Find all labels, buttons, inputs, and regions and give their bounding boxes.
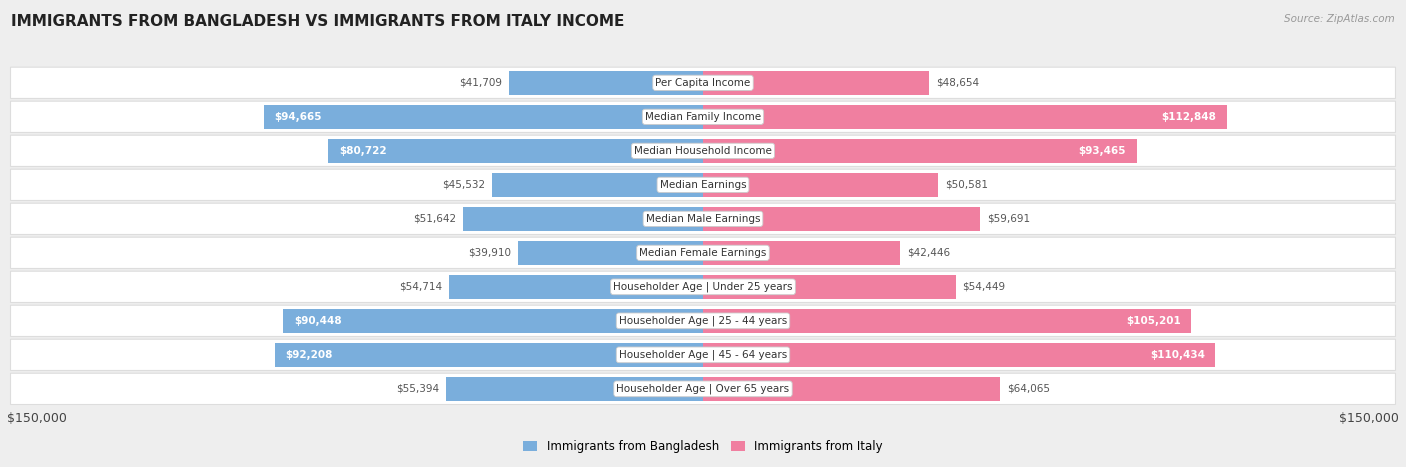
Bar [509,71,703,95]
Bar [703,105,1226,129]
Text: $150,000: $150,000 [1339,412,1399,425]
Text: $42,446: $42,446 [907,248,950,258]
Text: $80,722: $80,722 [339,146,387,156]
Text: Median Earnings: Median Earnings [659,180,747,190]
Bar [329,139,703,163]
Text: $105,201: $105,201 [1126,316,1181,326]
Bar [449,275,703,299]
Text: $41,709: $41,709 [460,78,502,88]
Text: Median Household Income: Median Household Income [634,146,772,156]
Text: $51,642: $51,642 [413,214,457,224]
Text: Householder Age | 25 - 44 years: Householder Age | 25 - 44 years [619,316,787,326]
Bar [703,376,1000,401]
FancyBboxPatch shape [10,271,1396,303]
Bar [703,206,980,231]
Text: $48,654: $48,654 [936,78,979,88]
Text: Householder Age | 45 - 64 years: Householder Age | 45 - 64 years [619,350,787,360]
Text: Householder Age | Over 65 years: Householder Age | Over 65 years [616,383,790,394]
Text: $54,714: $54,714 [399,282,441,292]
Bar [703,139,1136,163]
Text: $93,465: $93,465 [1078,146,1126,156]
Text: $45,532: $45,532 [441,180,485,190]
Bar [703,173,938,197]
FancyBboxPatch shape [10,135,1396,166]
Text: $59,691: $59,691 [987,214,1031,224]
Legend: Immigrants from Bangladesh, Immigrants from Italy: Immigrants from Bangladesh, Immigrants f… [519,435,887,458]
FancyBboxPatch shape [10,237,1396,269]
Text: $50,581: $50,581 [945,180,987,190]
Text: $54,449: $54,449 [963,282,1005,292]
Text: Householder Age | Under 25 years: Householder Age | Under 25 years [613,282,793,292]
Text: $64,065: $64,065 [1007,384,1050,394]
Text: $150,000: $150,000 [7,412,67,425]
Text: $55,394: $55,394 [396,384,439,394]
Bar [703,343,1215,367]
Bar [703,275,956,299]
Bar [264,105,703,129]
Bar [464,206,703,231]
Text: Source: ZipAtlas.com: Source: ZipAtlas.com [1284,14,1395,24]
Text: Median Family Income: Median Family Income [645,112,761,122]
Text: $39,910: $39,910 [468,248,510,258]
Bar [284,309,703,333]
FancyBboxPatch shape [10,373,1396,404]
Text: $110,434: $110,434 [1150,350,1205,360]
Bar [703,241,900,265]
FancyBboxPatch shape [10,339,1396,370]
Text: Per Capita Income: Per Capita Income [655,78,751,88]
Text: $90,448: $90,448 [294,316,342,326]
FancyBboxPatch shape [10,203,1396,234]
FancyBboxPatch shape [10,101,1396,133]
Bar [446,376,703,401]
Text: IMMIGRANTS FROM BANGLADESH VS IMMIGRANTS FROM ITALY INCOME: IMMIGRANTS FROM BANGLADESH VS IMMIGRANTS… [11,14,624,29]
Text: $112,848: $112,848 [1161,112,1216,122]
Text: Median Female Earnings: Median Female Earnings [640,248,766,258]
Bar [276,343,703,367]
Text: Median Male Earnings: Median Male Earnings [645,214,761,224]
FancyBboxPatch shape [10,67,1396,99]
FancyBboxPatch shape [10,305,1396,337]
Bar [517,241,703,265]
FancyBboxPatch shape [10,169,1396,200]
Bar [703,71,929,95]
Text: $94,665: $94,665 [274,112,322,122]
Text: $92,208: $92,208 [285,350,333,360]
Bar [703,309,1191,333]
Bar [492,173,703,197]
